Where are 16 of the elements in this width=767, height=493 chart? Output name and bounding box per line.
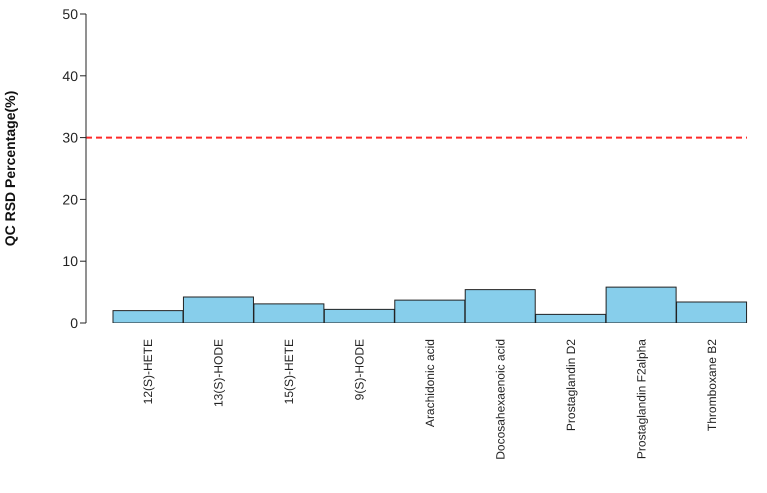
x-tick-label: 9(S)-HODE: [352, 339, 367, 400]
x-tick-label: Prostaglandin D2: [564, 338, 578, 432]
x-tick-label: Prostaglandin F2alpha: [634, 338, 648, 460]
x-tick-label: 15(S)-HETE: [282, 339, 296, 404]
y-tick-label: 50: [62, 6, 78, 22]
y-tick-label: 20: [62, 191, 78, 208]
y-tick-label: 0: [70, 314, 78, 331]
y-tick-label: 10: [62, 253, 78, 270]
x-tick-label: Arachidonic acid: [423, 339, 437, 428]
x-tick-label: 12(S)-HETE: [141, 339, 156, 404]
x-tick-label: Docosahexaenoic acid: [493, 339, 508, 460]
y-tick-label: 40: [62, 68, 78, 84]
y-axis-title: QC RSD Percentage(%): [2, 90, 18, 246]
x-tick-label: Thromboxane B2: [704, 338, 719, 432]
x-tick-label: 13(S)-HODE: [212, 339, 226, 408]
y-tick-label: 30: [62, 130, 78, 146]
